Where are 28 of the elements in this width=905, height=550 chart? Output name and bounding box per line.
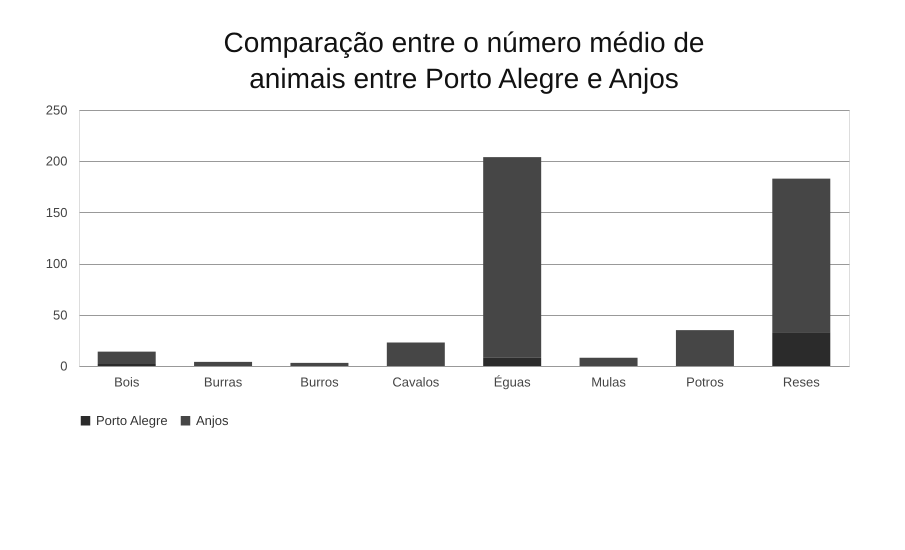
bar bbox=[290, 362, 348, 366]
y-tick-label: 200 bbox=[46, 154, 68, 169]
bar bbox=[98, 352, 156, 364]
bar bbox=[676, 330, 734, 366]
x-tick-label: Bois bbox=[114, 374, 140, 390]
bar bbox=[772, 178, 830, 332]
x-tick-label: Éguas bbox=[494, 374, 532, 390]
legend-label: Anjos bbox=[196, 412, 230, 428]
x-tick-label: Potros bbox=[686, 374, 724, 390]
bar bbox=[386, 342, 445, 366]
bar bbox=[772, 332, 830, 366]
y-tick-label: 0 bbox=[60, 358, 68, 374]
y-tick-label: 150 bbox=[46, 204, 68, 220]
y-tick-label: 250 bbox=[46, 102, 68, 118]
text: Comparação entre o número médio de bbox=[224, 27, 704, 58]
x-tick-label: Reses bbox=[782, 374, 820, 390]
x-tick-label: Burros bbox=[300, 374, 340, 390]
bar bbox=[483, 358, 542, 366]
x-tick-label: Burras bbox=[204, 374, 243, 390]
y-tick-label: 100 bbox=[46, 256, 68, 272]
legend-label: Porto Alegre bbox=[96, 412, 168, 428]
bar bbox=[194, 362, 252, 366]
y-tick-label: 50 bbox=[53, 307, 68, 322]
text: animais entre Porto Alegre e Anjos bbox=[249, 63, 679, 94]
x-tick-label: Cavalos bbox=[392, 374, 440, 390]
bar bbox=[483, 157, 542, 358]
x-tick-label: Mulas bbox=[591, 374, 626, 390]
bar bbox=[580, 358, 638, 366]
